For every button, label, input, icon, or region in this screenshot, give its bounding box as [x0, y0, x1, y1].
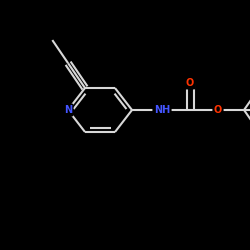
- Text: O: O: [214, 105, 222, 115]
- Text: N: N: [64, 105, 72, 115]
- Text: O: O: [186, 78, 194, 88]
- Text: NH: NH: [154, 105, 170, 115]
